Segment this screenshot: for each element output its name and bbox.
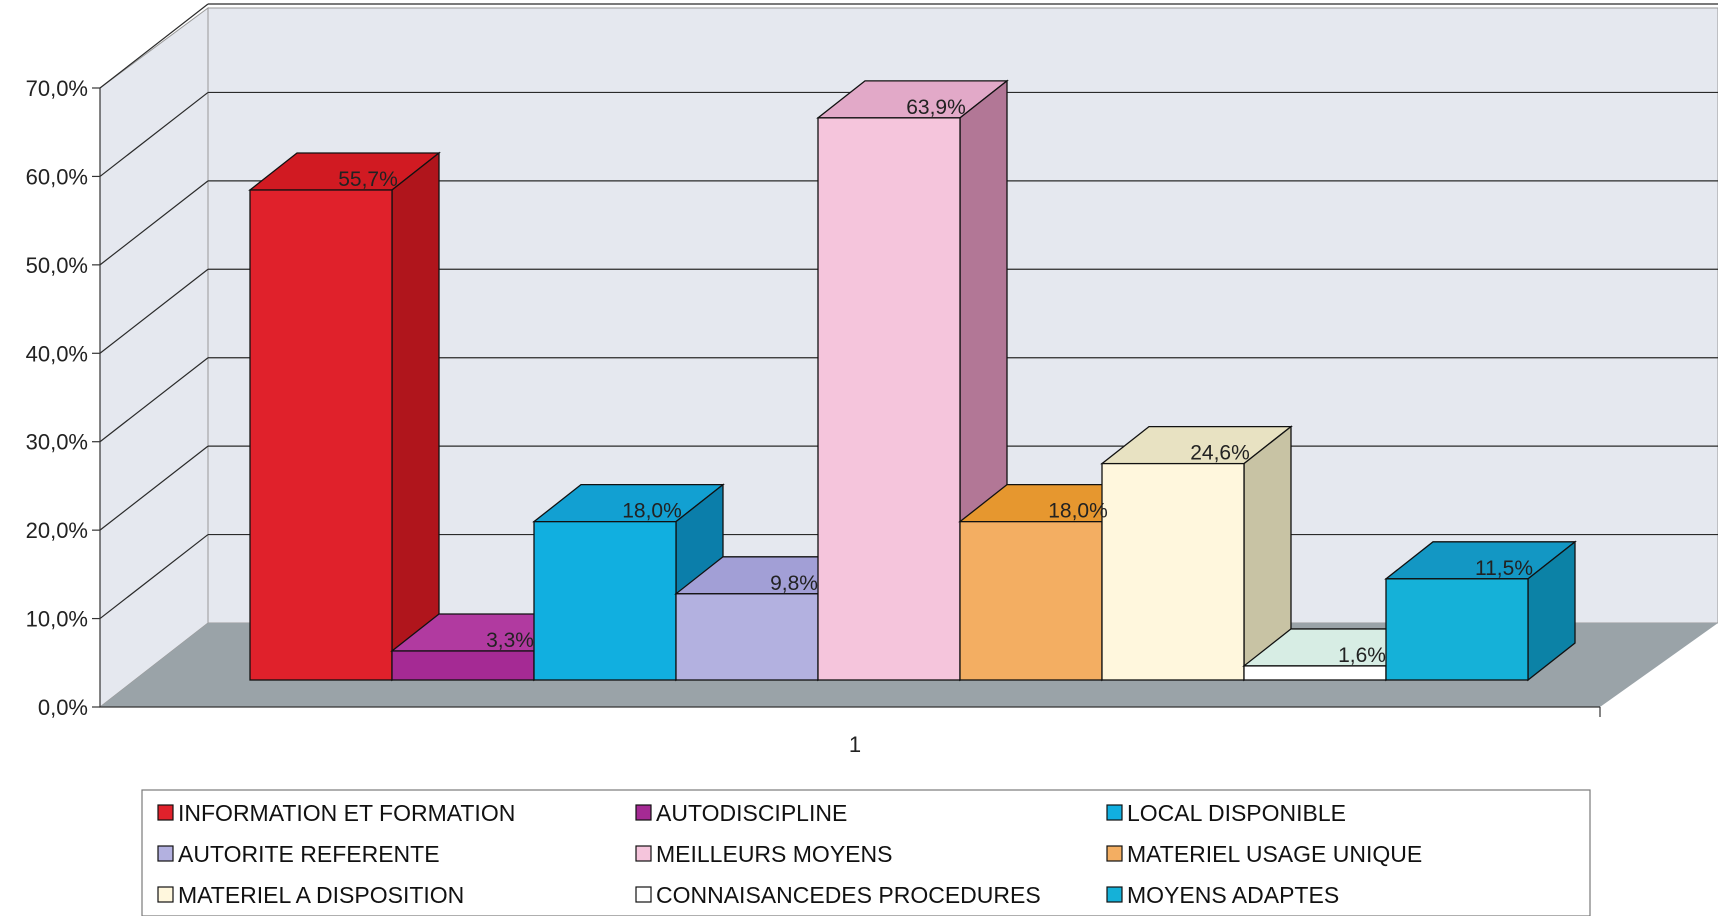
legend-label: LOCAL DISPONIBLE	[1127, 800, 1346, 826]
legend-item: INFORMATION ET FORMATION	[157, 800, 515, 826]
legend-label: MOYENS ADAPTES	[1127, 882, 1339, 908]
legend-label: CONNAISANCEDES PROCEDURES	[656, 882, 1041, 908]
y-tick-label: 0,0%	[38, 695, 88, 720]
bar-9	[1384, 540, 1577, 682]
bar-front-face	[959, 521, 1103, 681]
bar-front-face	[675, 593, 819, 681]
bar-front-face	[1243, 665, 1387, 681]
legend-label: INFORMATION ET FORMATION	[178, 800, 515, 826]
side-wall	[99, 7, 209, 709]
y-tick-label: 30,0%	[26, 430, 88, 455]
bar-front-face	[533, 521, 677, 681]
gridline-side	[99, 180, 209, 266]
legend-label: MEILLEURS MOYENS	[656, 841, 892, 867]
gridline-side	[99, 268, 209, 354]
bar-side-face	[391, 151, 440, 682]
legend-swatch	[157, 886, 174, 903]
bar-front-face	[817, 117, 961, 681]
data-label: 24,6%	[1190, 442, 1250, 465]
legend-swatch	[635, 804, 652, 821]
data-label: 9,8%	[770, 572, 818, 595]
legend-item: MEILLEURS MOYENS	[635, 841, 892, 867]
data-label: 3,3%	[486, 629, 534, 652]
y-tick-label: 40,0%	[26, 341, 88, 366]
data-label: 11,5%	[1475, 557, 1533, 580]
bar-1	[248, 151, 441, 682]
bar-front-face	[249, 189, 393, 681]
legend-item: AUTODISCIPLINE	[635, 800, 847, 826]
gridline-side	[99, 357, 209, 443]
y-tick-label: 70,0%	[26, 76, 88, 101]
data-label: 18,0%	[1048, 500, 1108, 523]
legend-label: AUTORITE REFERENTE	[178, 841, 440, 867]
gridline-side	[99, 445, 209, 531]
legend-swatch	[635, 845, 652, 862]
bar-front-face	[391, 650, 535, 681]
data-labels: 55,7% 3,3% 18,0% 9,8% 63,9% 18,0% 24,6% 1,6% 11,…	[338, 96, 1533, 667]
data-label: 55,7%	[338, 168, 398, 191]
y-tick-label: 60,0%	[26, 164, 88, 189]
bar-front-face	[1101, 462, 1245, 681]
legend: INFORMATION ET FORMATION AUTODISCIPLINE LO…	[141, 789, 1591, 916]
legend-item: MATERIEL USAGE UNIQUE	[1106, 841, 1422, 867]
legend-item: MOYENS ADAPTES	[1106, 882, 1339, 908]
bars	[248, 79, 1577, 682]
data-label: 63,9%	[906, 96, 966, 119]
legend-swatch	[157, 804, 174, 821]
legend-item: AUTORITE REFERENTE	[157, 841, 440, 867]
legend-item: LOCAL DISPONIBLE	[1106, 800, 1346, 826]
data-label: 18,0%	[622, 500, 682, 523]
legend-swatch	[157, 845, 174, 862]
y-tick-label: 10,0%	[26, 607, 88, 632]
bar-front-face	[1385, 578, 1529, 681]
legend-swatch	[1106, 845, 1123, 862]
gridline-side	[99, 3, 209, 89]
legend-label: AUTODISCIPLINE	[656, 800, 847, 826]
gridline-side	[99, 534, 209, 620]
y-tick-label: 20,0%	[26, 518, 88, 543]
legend-swatch	[635, 886, 652, 903]
legend-item: CONNAISANCEDES PROCEDURES	[635, 882, 1041, 908]
legend-box	[141, 789, 1591, 916]
y-tick-label: 50,0%	[26, 253, 88, 278]
y-axis-ticks: 0,0% 10,0% 20,0% 30,0% 40,0% 50,0% 60,0% 70,0%	[26, 76, 1601, 720]
bar-7	[1100, 425, 1293, 682]
legend-label: MATERIEL A DISPOSITION	[178, 882, 464, 908]
legend-swatch	[1106, 804, 1123, 821]
legend-swatch	[1106, 886, 1123, 903]
legend-item: MATERIEL A DISPOSITION	[157, 882, 464, 908]
gridline-side	[99, 91, 209, 177]
data-label: 1,6%	[1338, 644, 1386, 667]
x-category-label: 1	[849, 732, 861, 757]
legend-label: MATERIEL USAGE UNIQUE	[1127, 841, 1422, 867]
